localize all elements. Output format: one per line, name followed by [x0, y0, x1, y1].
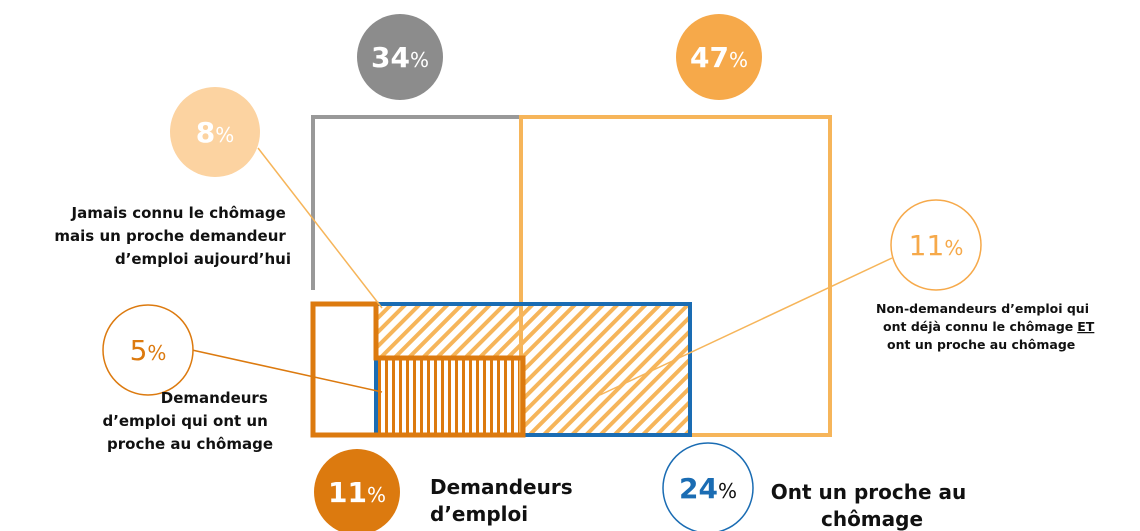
- label: Demandeurs d’emploi: [430, 475, 580, 526]
- connector: [257, 147, 383, 309]
- label: Jamais connu le chômage mais un proche d…: [54, 204, 291, 268]
- hatch: [523, 358, 690, 435]
- hatch: [376, 304, 690, 358]
- label: Ont un proche au chômage: [771, 480, 973, 531]
- connector: [191, 349, 383, 393]
- bubble-label: 5%: [130, 334, 167, 367]
- label: Demandeurs d’emploi qui ont un proche au…: [102, 389, 273, 453]
- bubble: [357, 14, 443, 100]
- bubble-label: 24%: [679, 472, 737, 505]
- set-relative: [374, 302, 692, 437]
- bubble: [314, 449, 400, 531]
- bubble-label: 34%: [371, 41, 429, 74]
- label: Non-demandeurs d’emploi qui ont déjà con…: [876, 301, 1099, 352]
- bubble: [676, 14, 762, 100]
- bubble: [890, 199, 982, 291]
- set-seekers: [310, 301, 526, 438]
- set-never: [311, 115, 521, 290]
- hatch: [376, 358, 523, 435]
- bubble-label: 8%: [196, 116, 235, 149]
- bubble-label: 11%: [328, 476, 386, 509]
- bubble: [102, 304, 194, 396]
- bubble-label: 47%: [690, 41, 748, 74]
- connector: [599, 257, 893, 396]
- bubble: [170, 87, 260, 177]
- bubble: [662, 442, 754, 531]
- bubble-label: 11%: [909, 229, 964, 262]
